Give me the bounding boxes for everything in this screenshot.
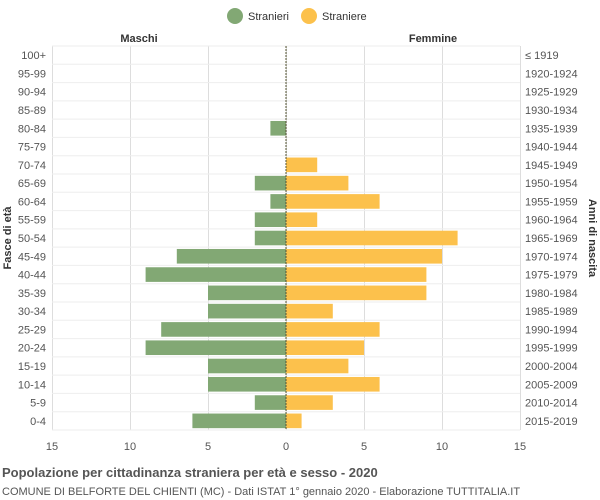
birth-year-label: 1945-1949: [525, 160, 578, 172]
age-group-label: 60-64: [18, 196, 46, 208]
bar-stranieri-15-19[interactable]: [208, 358, 286, 374]
bar-straniere-0-4[interactable]: [286, 413, 302, 429]
birth-year-label: 1960-1964: [525, 215, 578, 227]
x-tick-label: 15: [514, 441, 526, 453]
age-group-label: 10-14: [18, 379, 46, 391]
bar-stranieri-0-4[interactable]: [192, 413, 286, 429]
legend-label-straniere[interactable]: Straniere: [322, 11, 367, 23]
x-tick-label: 10: [436, 441, 448, 453]
age-group-label: 80-84: [18, 123, 46, 135]
bar-stranieri-25-29[interactable]: [161, 322, 286, 337]
femmine-label: Femmine: [409, 33, 457, 45]
bar-stranieri-40-44[interactable]: [145, 267, 286, 282]
bar-stranieri-65-69[interactable]: [254, 175, 286, 191]
bar-stranieri-55-59[interactable]: [254, 212, 286, 228]
bar-straniere-15-19[interactable]: [286, 358, 349, 374]
x-tick-label: 0: [283, 441, 289, 453]
bar-straniere-5-9[interactable]: [286, 395, 333, 410]
birth-year-label: 1975-1979: [525, 270, 578, 282]
chart-title: Popolazione per cittadinanza straniera p…: [2, 465, 378, 480]
tick-labels: 100+ ≤ 1919 95-99 1920-1924 90-94 1925-1929 85…: [18, 50, 578, 453]
legend-swatch-stranieri[interactable]: [227, 8, 243, 24]
x-tick-label: 15: [46, 441, 58, 453]
age-group-label: 65-69: [18, 178, 46, 190]
bar-straniere-50-54[interactable]: [286, 230, 458, 246]
legend-label-stranieri[interactable]: Stranieri: [248, 11, 289, 23]
bar-stranieri-10-14[interactable]: [208, 376, 286, 392]
age-group-label: 70-74: [18, 160, 46, 172]
age-group-label: 0-4: [30, 416, 46, 428]
bar-straniere-35-39[interactable]: [286, 285, 427, 301]
age-group-label: 40-44: [18, 270, 46, 282]
age-group-label: 50-54: [18, 233, 46, 245]
bar-stranieri-60-64[interactable]: [270, 194, 286, 209]
age-group-label: 30-34: [18, 306, 46, 318]
birth-year-label: 1985-1989: [525, 306, 578, 318]
bar-stranieri-50-54[interactable]: [254, 230, 286, 246]
bar-straniere-20-24[interactable]: [286, 340, 364, 356]
birth-year-label: 1950-1954: [525, 178, 578, 190]
age-group-label: 15-19: [18, 361, 46, 373]
bar-straniere-25-29[interactable]: [286, 322, 380, 337]
birth-year-label: 1990-1994: [525, 324, 578, 336]
x-tick-label: 10: [124, 441, 136, 453]
birth-year-label: 1920-1924: [525, 68, 578, 80]
birth-year-label: 2000-2004: [525, 361, 578, 373]
age-group-label: 75-79: [18, 142, 46, 154]
age-group-label: 100+: [21, 50, 46, 62]
age-group-label: 20-24: [18, 343, 46, 355]
age-group-label: 55-59: [18, 215, 46, 227]
x-tick-label: 5: [361, 441, 367, 453]
bar-straniere-70-74[interactable]: [286, 157, 318, 173]
bar-straniere-10-14[interactable]: [286, 376, 380, 392]
age-group-label: 5-9: [30, 398, 46, 410]
birth-year-label: 1955-1959: [525, 196, 578, 208]
birth-year-label: 1940-1944: [525, 142, 578, 154]
birth-year-label: 1930-1934: [525, 105, 578, 117]
birth-year-label: 1935-1939: [525, 123, 578, 135]
bar-stranieri-80-84[interactable]: [270, 120, 286, 136]
y-axis-title-left: Fasce di età: [2, 206, 14, 270]
bar-stranieri-35-39[interactable]: [208, 285, 286, 301]
bar-straniere-55-59[interactable]: [286, 212, 318, 228]
age-group-label: 95-99: [18, 68, 46, 80]
bar-stranieri-45-49[interactable]: [176, 248, 286, 264]
bar-stranieri-5-9[interactable]: [254, 395, 286, 410]
maschi-label: Maschi: [120, 33, 157, 45]
age-group-label: 90-94: [18, 87, 46, 99]
bar-straniere-60-64[interactable]: [286, 194, 380, 209]
age-group-label: 45-49: [18, 251, 46, 263]
birth-year-label: 2010-2014: [525, 398, 578, 410]
bars: [145, 120, 458, 429]
bar-straniere-65-69[interactable]: [286, 175, 349, 191]
birth-year-label: 2015-2019: [525, 416, 578, 428]
birth-year-label: 1995-1999: [525, 343, 578, 355]
y-axis-title-right: Anni di nascita: [586, 199, 598, 278]
legend-swatch-straniere[interactable]: [301, 8, 317, 24]
birth-year-label: ≤ 1919: [525, 50, 559, 62]
birth-year-label: 1925-1929: [525, 87, 578, 99]
age-group-label: 85-89: [18, 105, 46, 117]
birth-year-label: 1970-1974: [525, 251, 578, 263]
bar-stranieri-20-24[interactable]: [145, 340, 286, 356]
legend[interactable]: Stranieri Straniere: [227, 8, 367, 24]
chart-subtitle: COMUNE DI BELFORTE DEL CHIENTI (MC) - Da…: [2, 486, 520, 498]
birth-year-label: 1965-1969: [525, 233, 578, 245]
bar-straniere-40-44[interactable]: [286, 267, 427, 282]
bar-straniere-30-34[interactable]: [286, 303, 333, 319]
age-group-label: 35-39: [18, 288, 46, 300]
x-tick-label: 5: [205, 441, 211, 453]
bar-stranieri-30-34[interactable]: [208, 303, 286, 319]
birth-year-label: 2005-2009: [525, 379, 578, 391]
birth-year-label: 1980-1984: [525, 288, 578, 300]
age-group-label: 25-29: [18, 324, 46, 336]
bar-straniere-45-49[interactable]: [286, 248, 442, 264]
